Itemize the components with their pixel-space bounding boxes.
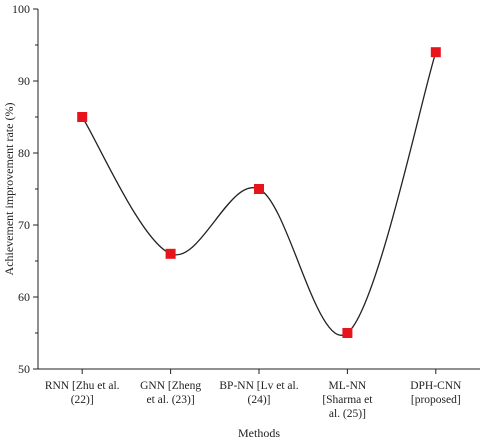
y-tick-label: 100 xyxy=(12,2,30,16)
data-point-marker xyxy=(77,112,88,122)
y-axis-title: Achievement improvement rate (%) xyxy=(2,103,16,276)
x-tick-label: BP-NN [Lv et al. (24)] xyxy=(219,380,298,406)
y-tick-labels: 50 60 70 80 90 100 xyxy=(12,2,30,376)
y-tick-label: 90 xyxy=(18,74,30,88)
x-tick-label: ML-NN [Sharma et al. (25)] xyxy=(322,380,373,420)
y-tick-label: 70 xyxy=(18,218,30,232)
series-markers xyxy=(77,47,441,338)
series-line xyxy=(81,52,437,336)
x-tick-label: DPH-CNN [proposed] xyxy=(410,380,462,406)
data-point-marker xyxy=(254,184,264,194)
y-tick-label: 80 xyxy=(18,146,30,160)
y-tick-label: 50 xyxy=(18,362,30,376)
x-tick-label: GNN [Zheng et al. (23)] xyxy=(140,380,201,406)
data-point-marker xyxy=(430,47,441,58)
x-axis-title: Methods xyxy=(238,426,280,440)
chart-axes xyxy=(33,8,480,374)
y-tick-label: 60 xyxy=(18,290,30,304)
x-tick-label: RNN [Zhu et al. (22)] xyxy=(45,380,120,406)
data-point-marker xyxy=(342,328,353,338)
x-tick-labels: RNN [Zhu et al. (22)] GNN [Zheng et al. (23… xyxy=(45,380,462,420)
data-point-marker xyxy=(165,248,176,259)
